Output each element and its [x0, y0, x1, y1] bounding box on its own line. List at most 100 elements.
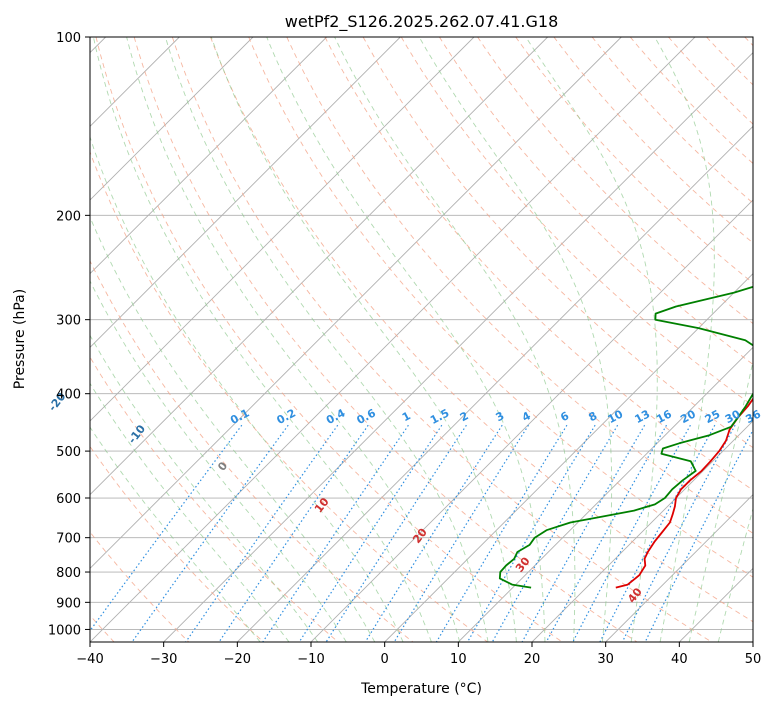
x-tick-label: 10	[450, 652, 467, 667]
mixing-ratio-label: 25	[703, 407, 723, 426]
y-tick-label: 200	[56, 209, 81, 224]
dry-adiabat-line	[90, 356, 339, 642]
moist-adiabat-line	[90, 382, 290, 642]
y-tick-label: 800	[56, 566, 81, 581]
mixing-ratio-label: 0.4	[324, 406, 348, 427]
dry-adiabat-line	[515, 37, 753, 284]
moist-adiabat-line	[92, 37, 432, 642]
dry-adiabat-line	[90, 445, 264, 642]
moist-adiabat-line	[126, 37, 461, 642]
mixing-ratio-line	[572, 424, 691, 642]
isotherm-line	[90, 37, 548, 496]
x-tick-label: −20	[224, 652, 251, 667]
isotherm-line	[90, 37, 327, 275]
mixing-ratio-line	[393, 424, 530, 642]
dry-adiabat-line	[591, 37, 753, 204]
dry-adiabat-line	[90, 150, 488, 642]
isotherm-line	[163, 52, 753, 642]
mixing-ratio-label: 8	[586, 409, 599, 424]
moist-adiabat-line	[90, 135, 404, 642]
moist-adiabat-line	[90, 334, 319, 642]
isotherm-line	[90, 37, 475, 422]
y-tick-label: 100	[56, 31, 81, 46]
isotherm-line	[310, 199, 753, 642]
dry-adiabat-line	[210, 37, 753, 623]
mixing-ratio-line	[644, 428, 753, 642]
moist-adiabat-line	[164, 37, 489, 642]
x-tick-label: 30	[597, 652, 614, 667]
dry-adiabat-label: 20	[410, 526, 430, 546]
dry-adiabat-line	[744, 37, 753, 47]
y-axis-label: Pressure (hPa)	[12, 289, 28, 389]
x-tick-label: −30	[150, 652, 177, 667]
moist-adiabat-line	[266, 37, 546, 642]
chart-title: wetPf2_S126.2025.262.07.41.G18	[285, 12, 559, 32]
moist-adiabat-line	[90, 426, 261, 642]
mixing-ratio-line	[599, 424, 716, 642]
mixing-ratio-label: 0.2	[275, 406, 298, 427]
moist-adiabat-line	[210, 37, 517, 642]
dry-adiabat-line	[629, 37, 753, 165]
y-tick-label: 700	[56, 532, 81, 547]
x-tick-label: 50	[745, 652, 762, 667]
isotherm-line	[605, 494, 753, 642]
y-tick-label: 500	[56, 445, 81, 460]
dry-adiabat-line	[95, 37, 563, 642]
dry-adiabat-line	[171, 37, 712, 642]
y-tick-label: 600	[56, 492, 81, 507]
mixing-ratio-label: 1.5	[428, 406, 451, 427]
mixing-ratio-line	[491, 424, 619, 642]
mixing-ratio-label: 2	[458, 409, 471, 424]
mixing-ratio-label: 6	[558, 409, 571, 424]
isotherm-line	[458, 346, 753, 642]
y-tick-label: 400	[56, 388, 81, 403]
mixing-ratio-line	[262, 424, 409, 642]
mixing-ratio-line	[621, 424, 736, 642]
dry-adiabat-line	[477, 37, 753, 325]
mixing-ratio-line	[90, 424, 243, 632]
line-labels: 0.10.20.40.611.52346810131620253036-100-…	[46, 390, 763, 606]
x-axis-label: Temperature (°C)	[360, 681, 482, 697]
isotherm-line	[90, 37, 254, 201]
isotherm-line	[90, 37, 401, 348]
mixing-ratio-line	[545, 424, 668, 642]
temperature-profile	[615, 397, 753, 589]
isotherm-line	[752, 641, 753, 642]
dry-adiabat-line	[90, 259, 414, 642]
mixing-ratio-label: 13	[633, 407, 653, 426]
isotherm-line	[679, 567, 753, 642]
isotherm-line	[384, 273, 753, 642]
moist-adiabat-line	[90, 216, 376, 642]
moist-adiabat-line	[654, 37, 715, 642]
x-tick-label: −10	[297, 652, 324, 667]
dry-adiabat-line	[400, 37, 753, 407]
mixing-ratio-label: 0.6	[355, 406, 379, 427]
isotherm-line	[531, 420, 753, 642]
moist-adiabat-line	[688, 359, 753, 642]
moist-adiabat-line	[334, 37, 576, 642]
y-tick-label: 1000	[48, 623, 81, 638]
y-tick-label: 300	[56, 314, 81, 329]
mixing-ratio-line	[218, 424, 369, 642]
moist-adiabat-line	[525, 37, 658, 642]
plot-frame	[89, 36, 754, 643]
mixing-ratio-label: 0.1	[228, 406, 251, 427]
axes: −40 −30 −20 −10 0 10 20 30 40 5010020030040050060…	[48, 31, 761, 667]
x-tick-label: −40	[76, 652, 103, 667]
background-lines	[90, 37, 753, 642]
mixing-ratio-label: 10	[606, 407, 626, 426]
dry-adiabat-line	[133, 37, 638, 642]
mixing-ratio-label: 1	[400, 409, 413, 424]
mixing-ratio-line	[185, 424, 339, 642]
mixing-ratio-label: 30	[723, 407, 743, 426]
dry-adiabat-label: 0	[215, 459, 230, 473]
mixing-ratio-line	[521, 424, 646, 642]
x-tick-label: 40	[671, 652, 688, 667]
isotherm-line	[90, 37, 622, 569]
moist-adiabat-line	[418, 37, 613, 642]
moist-adiabat-line	[717, 506, 753, 642]
mixing-ratio-line	[435, 424, 568, 642]
profile-lines	[498, 285, 753, 589]
dry-adiabat-line	[439, 37, 753, 365]
mixing-ratio-label: 3	[494, 409, 507, 424]
